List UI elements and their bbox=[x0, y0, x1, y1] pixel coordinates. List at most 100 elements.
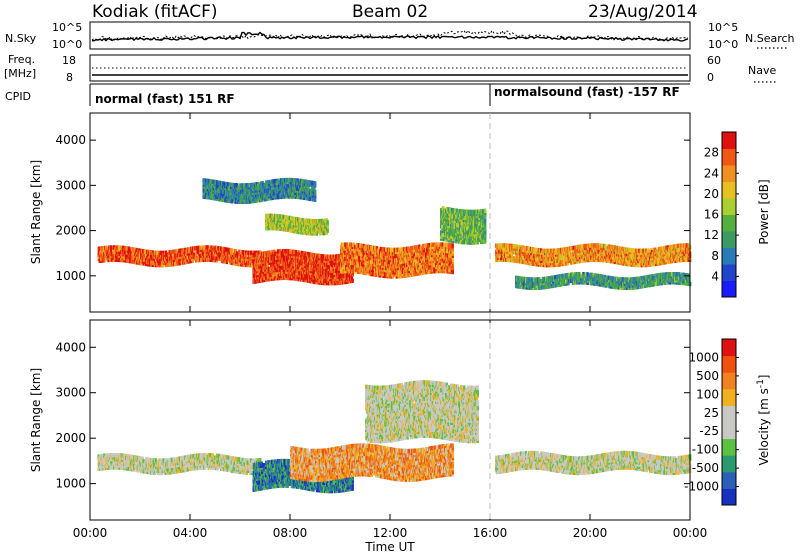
nsearch-label: N.Search bbox=[745, 32, 795, 45]
power-cell bbox=[341, 242, 344, 247]
power-cell bbox=[457, 239, 460, 244]
power-cell bbox=[433, 266, 436, 272]
power-cell bbox=[130, 247, 133, 252]
power-cell bbox=[415, 245, 418, 250]
power-cell bbox=[302, 263, 305, 268]
date-title: 23/Aug/2014 bbox=[588, 2, 698, 22]
nave-label: Nave bbox=[748, 64, 776, 77]
power-cell bbox=[296, 229, 299, 234]
power-cell bbox=[445, 206, 448, 212]
power-cell bbox=[247, 250, 250, 255]
power-cell bbox=[444, 228, 447, 234]
power-cell bbox=[138, 248, 141, 253]
freq-panel: Freq. [MHz] 18 8 60 0 Nave bbox=[4, 53, 778, 84]
power-cell bbox=[267, 213, 270, 218]
power-cell bbox=[189, 259, 192, 264]
nsky-line bbox=[91, 31, 689, 42]
nsearch-tick-bottom: 10^0 bbox=[708, 38, 738, 51]
power-cell bbox=[250, 262, 253, 268]
power-cell bbox=[433, 252, 436, 258]
power-cell bbox=[144, 249, 147, 254]
power-cell bbox=[441, 242, 444, 247]
nave-tick-bottom: 0 bbox=[707, 71, 714, 84]
power-cell bbox=[448, 242, 451, 248]
power-cell bbox=[195, 252, 198, 257]
power-cell bbox=[408, 272, 411, 278]
power-cell bbox=[423, 270, 426, 275]
power-data bbox=[97, 177, 692, 290]
power-cell bbox=[326, 228, 329, 233]
nsky-panel: N.Sky 10^5 10^0 10^5 10^0 N.Search bbox=[5, 21, 795, 51]
freq-tick-bottom: 8 bbox=[66, 71, 73, 84]
power-cell bbox=[478, 221, 481, 226]
power-cell bbox=[350, 250, 353, 255]
power-cell bbox=[306, 251, 309, 257]
power-cell bbox=[361, 270, 364, 275]
cpid-panel: CPID normal (fast) 151 RF normalsound (f… bbox=[5, 83, 690, 106]
power-cell bbox=[235, 251, 238, 256]
nsearch-line bbox=[91, 29, 688, 42]
station-title: Kodiak (fitACF) bbox=[92, 2, 218, 22]
power-cell bbox=[451, 257, 454, 262]
power-cell bbox=[451, 243, 454, 248]
power-cell bbox=[357, 243, 360, 248]
freq-tick-top: 18 bbox=[62, 54, 76, 67]
power-cell bbox=[288, 225, 291, 231]
cpid-label: CPID bbox=[5, 90, 31, 103]
power-cell bbox=[105, 245, 108, 251]
beam-title: Beam 02 bbox=[352, 2, 428, 22]
power-cell bbox=[129, 256, 132, 262]
power-cell bbox=[515, 244, 518, 249]
power-cell bbox=[270, 270, 273, 275]
power-cell bbox=[103, 258, 106, 263]
power-cell bbox=[387, 259, 390, 265]
nsky-label: N.Sky bbox=[5, 32, 37, 45]
freq-label: Freq. bbox=[8, 53, 35, 66]
power-cell bbox=[484, 222, 487, 228]
power-cell bbox=[174, 249, 177, 254]
power-cell bbox=[125, 254, 128, 259]
nsky-tick-bottom: 10^0 bbox=[52, 38, 82, 51]
power-cell bbox=[242, 250, 245, 255]
nsearch-tick-top: 10^5 bbox=[708, 21, 738, 34]
nave-tick-top: 60 bbox=[707, 54, 721, 67]
power-cell bbox=[508, 257, 511, 263]
power-cell bbox=[290, 216, 293, 221]
power-cell bbox=[110, 257, 113, 262]
power-cell bbox=[345, 242, 348, 247]
power-cell bbox=[326, 220, 329, 225]
power-cell bbox=[453, 228, 456, 233]
power-cell bbox=[466, 230, 469, 235]
cpid-mode-1: normal (fast) 151 RF bbox=[95, 92, 235, 106]
power-cell bbox=[232, 248, 235, 254]
nsky-tick-top: 10^5 bbox=[52, 21, 82, 34]
power-cell bbox=[440, 224, 443, 229]
power-cell bbox=[421, 270, 424, 275]
power-cell bbox=[484, 208, 487, 213]
power-cell bbox=[451, 263, 454, 269]
power-cell bbox=[351, 278, 354, 283]
power-cell bbox=[532, 261, 535, 266]
power-cell bbox=[254, 279, 257, 284]
power-cell bbox=[411, 245, 414, 251]
power-cell bbox=[110, 245, 113, 250]
power-cell bbox=[142, 261, 145, 266]
power-cell bbox=[405, 263, 408, 268]
cpid-mode-2: normalsound (fast) -157 RF bbox=[494, 85, 680, 99]
power-cell bbox=[338, 258, 341, 263]
power-cell bbox=[425, 263, 428, 269]
power-cell bbox=[401, 247, 404, 252]
power-cell bbox=[309, 260, 312, 265]
power-cell bbox=[280, 265, 283, 270]
power-cell bbox=[156, 250, 159, 256]
power-cell bbox=[358, 255, 361, 260]
power-cell bbox=[125, 258, 128, 263]
freq-unit: [MHz] bbox=[4, 67, 36, 80]
power-cell bbox=[484, 218, 487, 224]
power-cell bbox=[230, 248, 233, 253]
power-cell bbox=[123, 256, 126, 261]
power-cell bbox=[418, 254, 421, 260]
power-cell bbox=[496, 243, 499, 248]
